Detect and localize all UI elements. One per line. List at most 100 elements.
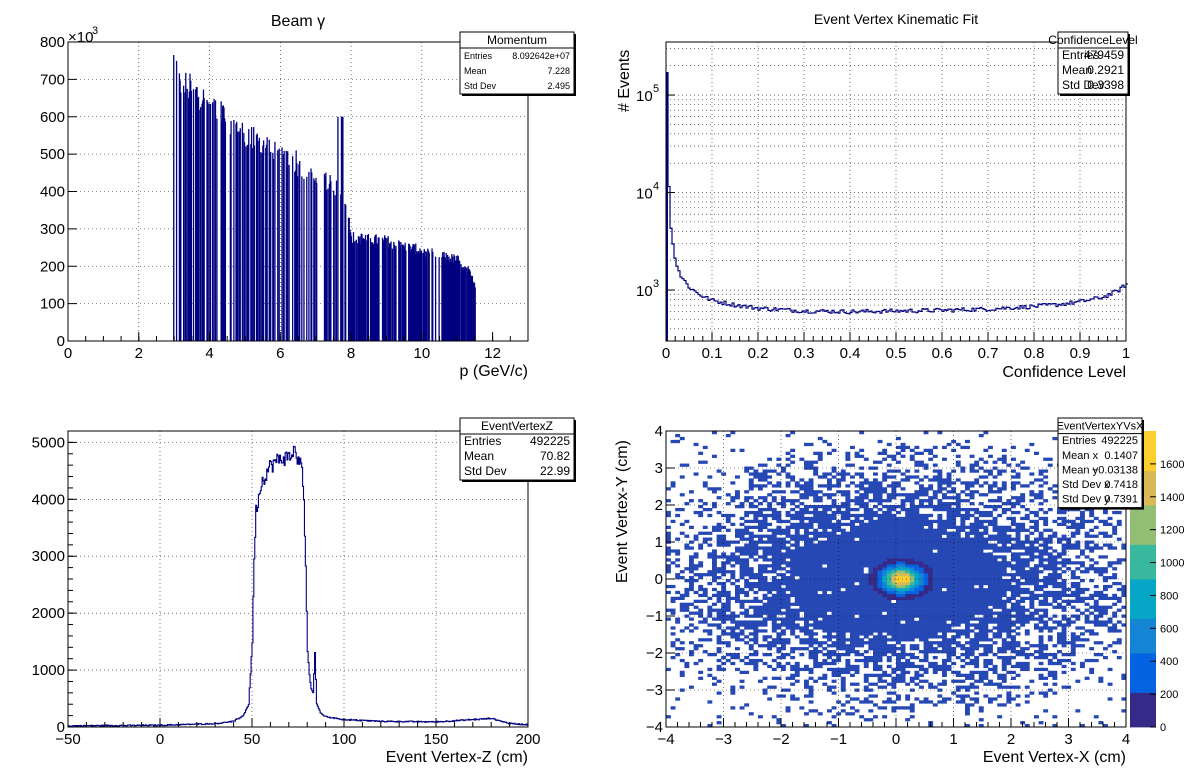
heatmap-cell — [942, 445, 947, 450]
heatmap-cell — [813, 679, 819, 683]
heatmap-cell — [753, 664, 759, 669]
stats-label: Mean — [464, 66, 487, 76]
heatmap-cell — [827, 611, 832, 615]
heatmap-cell — [1043, 546, 1049, 550]
histogram-bin — [463, 267, 465, 341]
heatmap-cell — [730, 620, 736, 624]
heatmap-cell — [863, 564, 869, 568]
heatmap-cell — [955, 685, 961, 689]
heatmap-cell — [721, 590, 727, 595]
heatmap-cell — [1043, 558, 1049, 562]
stats-value: 2.495 — [547, 81, 570, 91]
heatmap-cell — [739, 564, 745, 568]
heatmap-cell — [932, 519, 938, 524]
heatmap-cell — [762, 581, 768, 586]
heatmap-cell — [882, 679, 888, 683]
heatmap-cell — [744, 584, 750, 589]
heatmap-cell — [1070, 650, 1076, 654]
stats-value: 0.3398 — [1087, 78, 1124, 92]
heatmap-cell — [937, 558, 943, 562]
heatmap-cell — [873, 490, 878, 494]
heatmap-cell — [914, 507, 920, 512]
heatmap-cell — [873, 587, 878, 592]
heatmap-cell — [965, 587, 970, 592]
heatmap-cell — [951, 579, 957, 583]
heatmap-cell — [928, 567, 934, 571]
heatmap-cell — [969, 493, 975, 497]
heatmap-cell — [776, 641, 782, 645]
heatmap-cell — [804, 460, 809, 464]
heatmap-cell — [919, 516, 924, 521]
heatmap-cell — [1020, 525, 1026, 529]
heatmap-cell — [781, 611, 786, 615]
heatmap-cell — [937, 431, 943, 435]
heatmap-cell — [873, 641, 878, 645]
heatmap-cell — [753, 667, 759, 672]
heatmap-cell — [914, 555, 920, 559]
heatmap-cell — [955, 623, 961, 627]
heatmap-cell — [932, 608, 938, 612]
heatmap-cell — [863, 605, 869, 609]
heatmap-cell — [900, 623, 906, 627]
heatmap-cell — [983, 555, 989, 559]
histogram-bin — [451, 254, 453, 341]
heatmap-cell — [827, 614, 832, 618]
heatmap-cell — [707, 543, 713, 547]
heatmap-cell — [983, 653, 989, 657]
heatmap-cell — [845, 513, 851, 518]
heatmap-cell — [813, 561, 819, 565]
heatmap-cell — [1029, 546, 1035, 550]
heatmap-cell — [914, 605, 920, 609]
heatmap-cell — [1011, 579, 1016, 583]
heatmap-cell — [1029, 691, 1035, 695]
heatmap-cell — [790, 537, 796, 541]
heatmap-cell — [845, 558, 851, 562]
heatmap-cell — [900, 573, 906, 577]
heatmap-cell — [900, 499, 906, 503]
heatmap-cell — [1047, 573, 1053, 577]
heatmap-cell — [758, 510, 763, 515]
heatmap-cell — [827, 581, 832, 586]
heatmap-cell — [932, 552, 938, 556]
heatmap-cell — [1011, 573, 1016, 577]
heatmap-cell — [716, 469, 722, 473]
histogram-bin — [452, 262, 454, 341]
heatmap-cell — [735, 534, 740, 538]
heatmap-cell — [965, 703, 970, 707]
heatmap-cell — [771, 581, 777, 586]
x-tick-label: 0.7 — [978, 345, 999, 362]
heatmap-cell — [712, 528, 717, 532]
heatmap-cell — [850, 602, 855, 606]
heatmap-cell — [762, 564, 768, 568]
heatmap-cell — [1024, 484, 1030, 488]
heatmap-cell — [946, 653, 952, 657]
heatmap-cell — [702, 620, 708, 624]
heatmap-cell — [850, 650, 855, 654]
heatmap-cell — [762, 691, 768, 695]
heatmap-cell — [753, 635, 759, 639]
heatmap-cell — [932, 469, 938, 473]
heatmap-cell — [1015, 703, 1021, 707]
heatmap-cell — [868, 700, 874, 704]
heatmap-cell — [1052, 534, 1058, 538]
heatmap-cell — [813, 661, 819, 666]
heatmap-cell — [840, 561, 846, 565]
heatmap-cell — [909, 653, 915, 657]
heatmap-cell — [923, 505, 929, 509]
heatmap-cell — [1057, 638, 1062, 642]
heatmap-cell — [1011, 697, 1016, 701]
heatmap-cell — [1061, 579, 1067, 583]
heatmap-cell — [744, 570, 750, 574]
heatmap-cell — [919, 537, 924, 541]
heatmap-cell — [873, 525, 878, 529]
heatmap-cell — [785, 709, 791, 713]
heatmap-cell — [781, 567, 786, 571]
heatmap-cell — [868, 522, 874, 527]
heatmap-cell — [932, 561, 938, 565]
heatmap-cell — [794, 552, 800, 556]
heatmap-cell — [840, 709, 846, 713]
heatmap-cell — [804, 493, 809, 497]
heatmap-cell — [1075, 644, 1081, 648]
heatmap-cell — [753, 543, 759, 547]
histogram-bin — [449, 258, 452, 341]
